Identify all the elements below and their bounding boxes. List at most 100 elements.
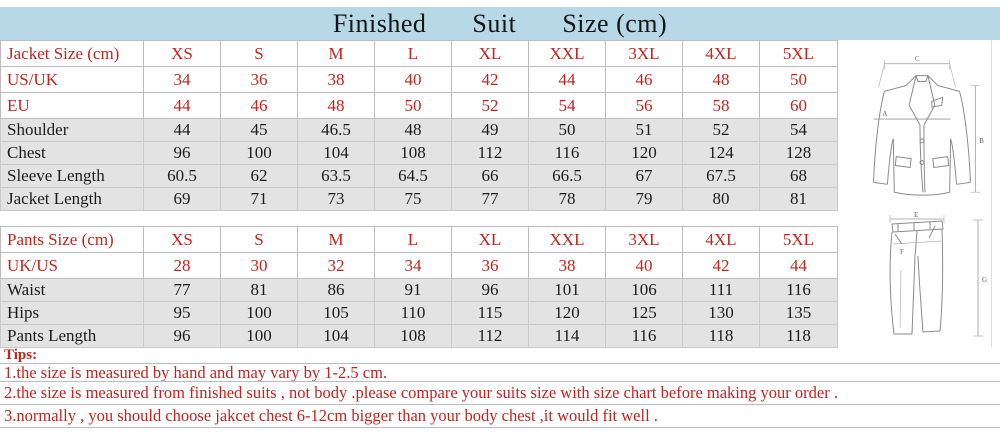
cell-value: 91: [374, 278, 452, 302]
cell-value: 120: [605, 141, 683, 165]
cell-value: 44: [143, 92, 221, 119]
tips-section: Tips: 1.the size is measured by hand and…: [0, 347, 1000, 428]
cell-value: 67.5: [682, 164, 760, 188]
row-label: Pants Length: [0, 324, 144, 348]
cell-value: 124: [682, 141, 760, 165]
tip-item: 2.the size is measured from finished sui…: [0, 382, 1000, 405]
cell-value: 100: [220, 324, 298, 348]
cell-value: 49: [451, 118, 529, 142]
cell-value: 96: [143, 141, 221, 165]
row-label: US/UK: [0, 66, 144, 93]
row-label: Waist: [0, 278, 144, 302]
tip-item: 3.normally , you should choose jakcet ch…: [0, 405, 1000, 428]
cell-value: 110: [374, 301, 452, 325]
cell-value: 114: [528, 324, 606, 348]
cell-value: 38: [528, 252, 606, 279]
table-row: Jacket Size (cm) XS S M L XL XXL 3XL 4XL 5XL: [0, 40, 838, 67]
cell-value: 77: [451, 187, 529, 211]
cell-value: 34: [374, 252, 452, 279]
row-label: Pants Size (cm): [0, 226, 144, 253]
row-label: EU: [0, 92, 144, 119]
cell-value: 60.5: [143, 164, 221, 188]
cell-value: 79: [605, 187, 683, 211]
cell-value: 64.5: [374, 164, 452, 188]
cell-value: 125: [605, 301, 683, 325]
cell-value: 62: [220, 164, 298, 188]
dim-label-shoulder: C: [915, 56, 920, 63]
cell-value: 66.5: [528, 164, 606, 188]
table-row: Hips 95 100 105 110 115 120 125 130 135: [0, 301, 838, 325]
table-row: UK/US 28 30 32 34 36 38 40 42 44: [0, 252, 838, 279]
row-label: UK/US: [0, 252, 144, 279]
pants-illustration: E F G: [889, 211, 987, 337]
cell-value: 44: [759, 252, 838, 279]
cell-value: 105: [297, 301, 375, 325]
cell-value: 48: [682, 66, 760, 93]
cell-value: 46: [220, 92, 298, 119]
cell-value: 50: [374, 92, 452, 119]
title-word: Suit: [472, 8, 517, 38]
title-word: Size (cm): [562, 8, 668, 38]
cell-value: 100: [220, 301, 298, 325]
cell-value: 75: [374, 187, 452, 211]
cell-value: 36: [220, 66, 298, 93]
cell-value: 40: [605, 252, 683, 279]
table-row: Pants Length 96 100 104 108 112 114 116 118 118: [0, 324, 838, 348]
cell-value: XS: [143, 40, 221, 67]
cell-value: 5XL: [759, 40, 838, 67]
cell-value: 118: [682, 324, 760, 348]
cell-value: XXL: [528, 226, 606, 253]
cell-value: 51: [605, 118, 683, 142]
row-label: Chest: [0, 141, 144, 165]
table-row: Waist 77 81 86 91 96 101 106 111 116: [0, 278, 838, 302]
cell-value: 63.5: [297, 164, 375, 188]
cell-value: 48: [374, 118, 452, 142]
table-row: US/UK 34 36 38 40 42 44 46 48 50: [0, 66, 838, 93]
cell-value: 46.5: [297, 118, 375, 142]
cell-value: 3XL: [605, 226, 683, 253]
table-row: Pants Size (cm) XS S M L XL XXL 3XL 4XL 5XL: [0, 226, 838, 253]
cell-value: 5XL: [759, 226, 838, 253]
cell-value: 52: [682, 118, 760, 142]
table-row: Sleeve Length 60.5 62 63.5 64.5 66 66.5 67 67.5 6…: [0, 164, 838, 188]
cell-value: 104: [297, 141, 375, 165]
cell-value: 69: [143, 187, 221, 211]
dim-label-waist: E: [914, 211, 918, 219]
cell-value: 56: [605, 92, 683, 119]
cell-value: 42: [682, 252, 760, 279]
cell-value: 48: [297, 92, 375, 119]
cell-value: 44: [528, 66, 606, 93]
cell-value: XL: [451, 40, 529, 67]
cell-value: 68: [759, 164, 838, 188]
cell-value: 67: [605, 164, 683, 188]
cell-value: 32: [297, 252, 375, 279]
cell-value: 66: [451, 164, 529, 188]
cell-value: 135: [759, 301, 838, 325]
cell-value: 4XL: [682, 40, 760, 67]
cell-value: 106: [605, 278, 683, 302]
cell-value: M: [297, 40, 375, 67]
cell-value: 116: [605, 324, 683, 348]
cell-value: S: [220, 40, 298, 67]
cell-value: 52: [451, 92, 529, 119]
cell-value: 80: [682, 187, 760, 211]
cell-value: M: [297, 226, 375, 253]
cell-value: 54: [759, 118, 838, 142]
pants-size-table: Pants Size (cm) XS S M L XL XXL 3XL 4XL 5XL UK/US 2…: [0, 226, 838, 348]
cell-value: 96: [143, 324, 221, 348]
jacket-illustration: C A B: [873, 56, 984, 196]
cell-value: 60: [759, 92, 838, 119]
title-band: Finished Suit Size (cm): [0, 7, 1000, 40]
cell-value: 81: [759, 187, 838, 211]
cell-value: 34: [143, 66, 221, 93]
cell-value: 112: [451, 141, 529, 165]
cell-value: 108: [374, 324, 452, 348]
cell-value: 95: [143, 301, 221, 325]
cell-value: 54: [528, 92, 606, 119]
tip-item: 1.the size is measured by hand and may v…: [0, 364, 1000, 382]
row-label: Shoulder: [0, 118, 144, 142]
cell-value: 112: [451, 324, 529, 348]
cell-value: 58: [682, 92, 760, 119]
dim-label-hips: F: [900, 248, 904, 256]
